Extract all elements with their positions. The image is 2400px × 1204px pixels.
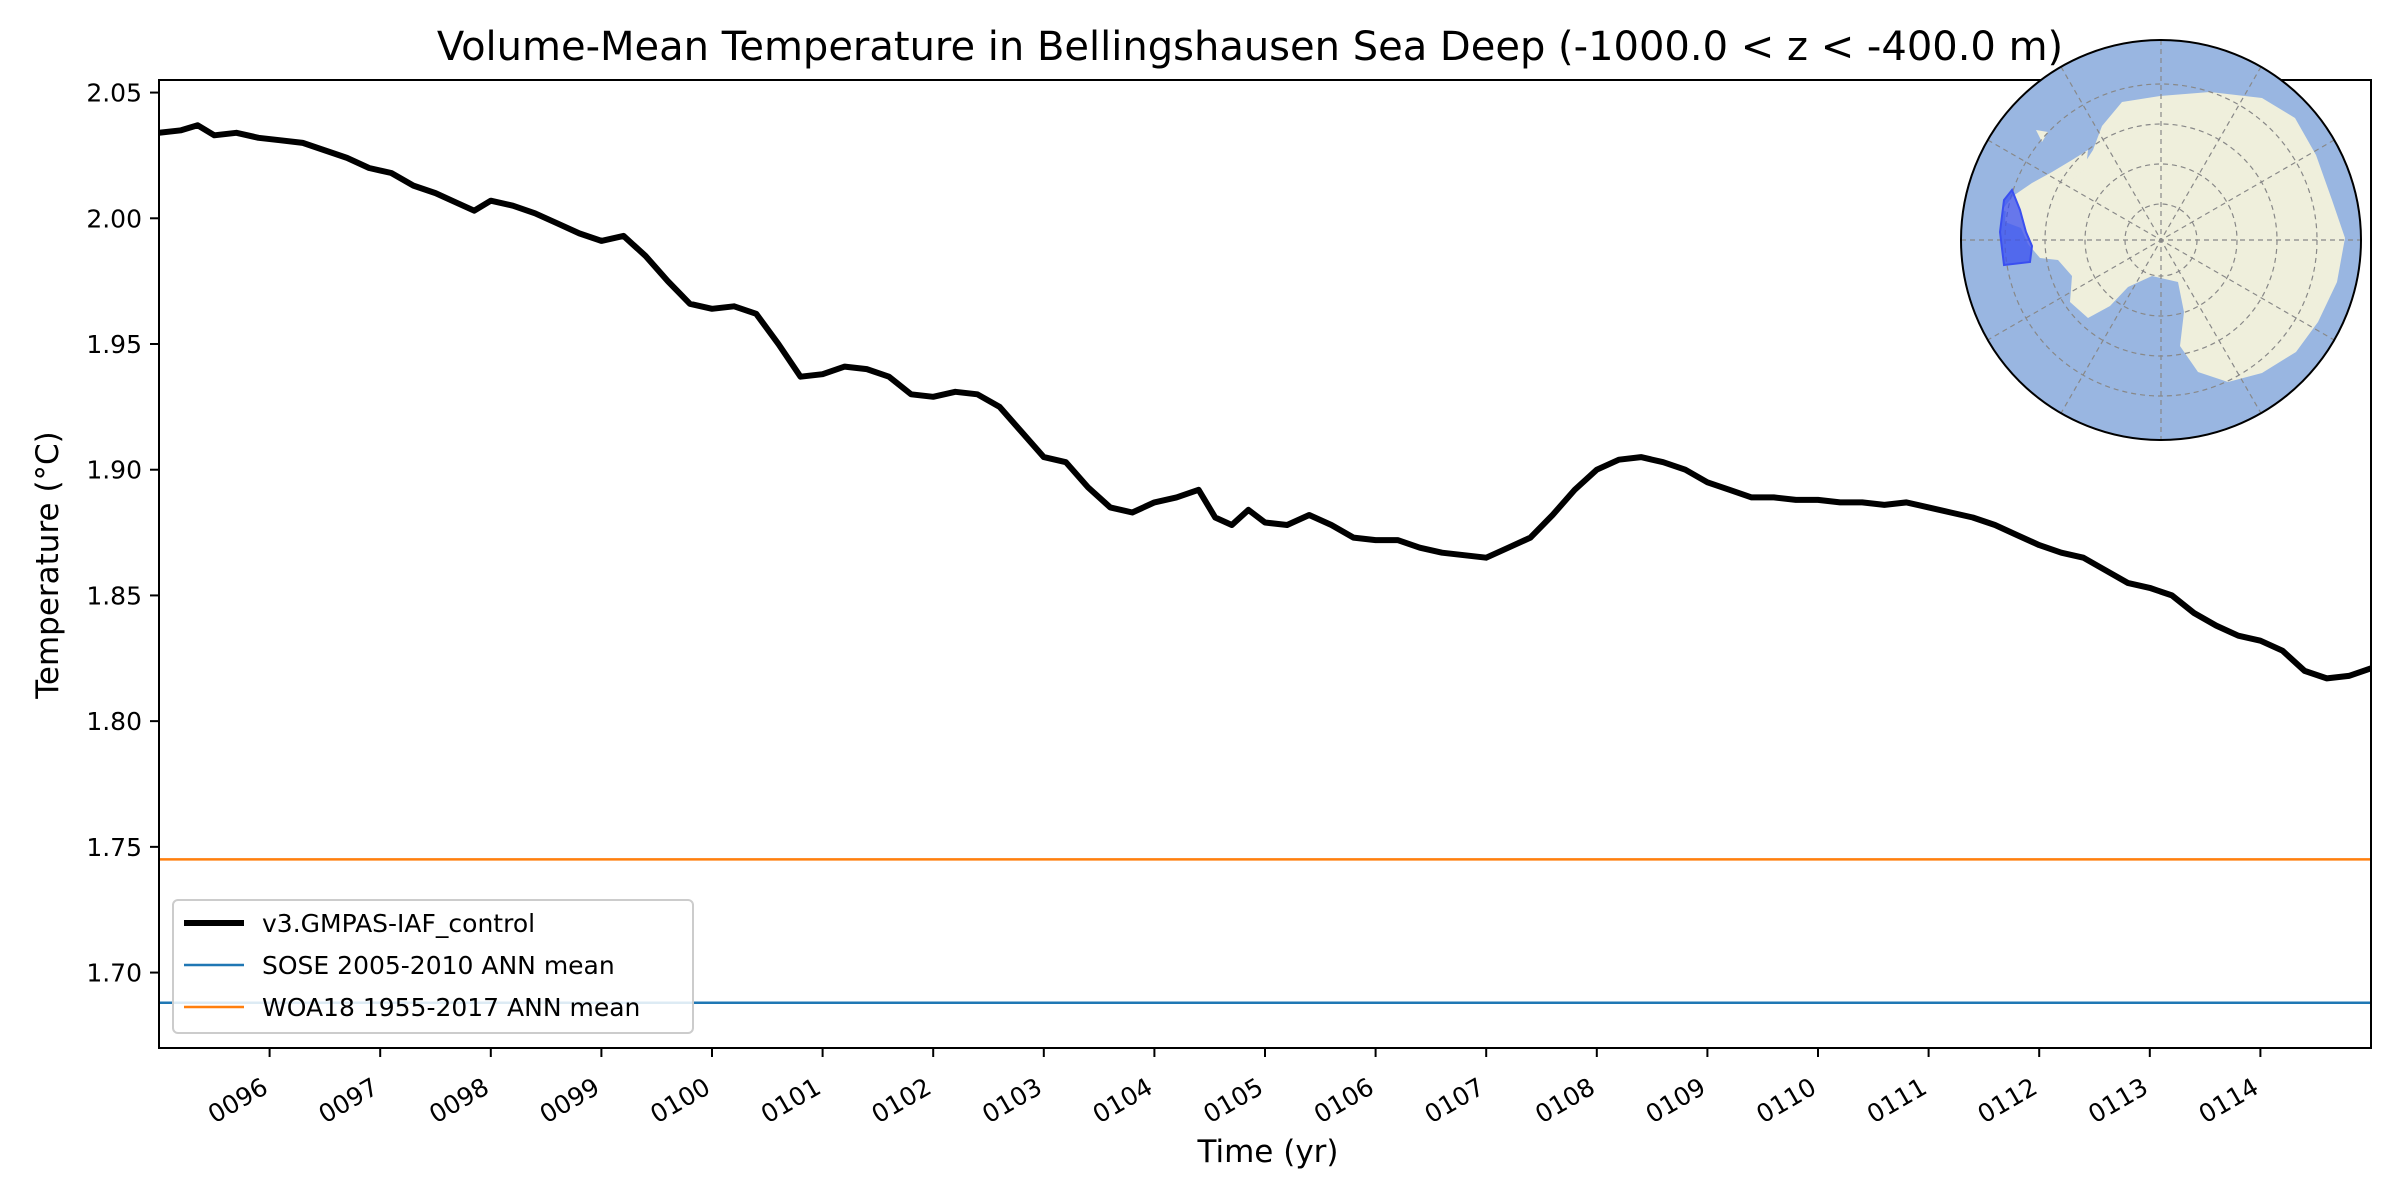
antarctica-land <box>2005 92 2345 382</box>
x-tick-label: 0101 <box>756 1072 826 1129</box>
x-tick-label: 0096 <box>203 1072 273 1129</box>
x-axis-label: Time (yr) <box>1197 1134 1339 1170</box>
x-tick-label: 0097 <box>314 1072 384 1129</box>
x-tick-label: 0106 <box>1309 1072 1379 1129</box>
x-tick-label: 0112 <box>1973 1072 2043 1129</box>
x-tick-label: 0103 <box>977 1072 1047 1129</box>
x-tick-label: 0105 <box>1198 1072 1268 1129</box>
antarctic-peninsula <box>2002 150 2088 214</box>
x-tick-label: 0108 <box>1530 1072 1600 1129</box>
inset-content <box>1961 40 2361 440</box>
legend-label: WOA18 1955-2017 ANN mean <box>262 993 640 1022</box>
y-tick-label: 1.75 <box>86 833 142 862</box>
chart-title: Volume-Mean Temperature in Bellingshause… <box>437 24 2063 70</box>
x-tick-label: 0111 <box>1862 1072 1932 1129</box>
y-tick-label: 1.85 <box>86 581 142 610</box>
y-tick-label: 1.90 <box>86 456 142 485</box>
x-tick-label: 0114 <box>2194 1072 2264 1129</box>
x-tick-label: 0102 <box>867 1072 937 1129</box>
meridian-line <box>1987 139 2335 341</box>
region-bellingshausen-sea <box>1998 188 2034 267</box>
inset-map <box>1960 39 2362 441</box>
series-line-1 <box>159 122 2371 682</box>
y-tick-label: 2.00 <box>86 204 142 233</box>
plot-area: 1.70 1.75 1.80 1.85 1.90 1.95 2.00 2.05 0096 0097… <box>86 39 2372 1129</box>
legend: v3.GMPAS-IAF_control SOSE 2005-2010 ANN m… <box>172 899 694 1034</box>
x-tick-label: 0109 <box>1641 1072 1711 1129</box>
x-tick-label: 0110 <box>1751 1072 1821 1129</box>
legend-label: v3.GMPAS-IAF_control <box>262 909 535 938</box>
x-tick-label: 0113 <box>2083 1072 2153 1129</box>
x-tick-label: 0104 <box>1088 1072 1158 1129</box>
y-tick-label: 1.95 <box>86 330 142 359</box>
latitude-circle <box>2084 163 2238 317</box>
y-tick-label: 2.05 <box>86 79 142 108</box>
y-tick-label: 1.80 <box>86 707 142 736</box>
y-axis-label: Temperature (°C) <box>30 431 66 700</box>
x-tick-label: 0100 <box>645 1072 715 1129</box>
x-tick-label: 0107 <box>1420 1072 1490 1129</box>
legend-label: SOSE 2005-2010 ANN mean <box>262 951 615 980</box>
y-tick-label: 1.70 <box>86 959 142 988</box>
x-tick-label: 0098 <box>424 1072 494 1129</box>
x-tick-label: 0099 <box>535 1072 605 1129</box>
islands <box>2036 130 2048 142</box>
legend-frame <box>172 899 694 1034</box>
inset-outline <box>1960 39 2362 441</box>
